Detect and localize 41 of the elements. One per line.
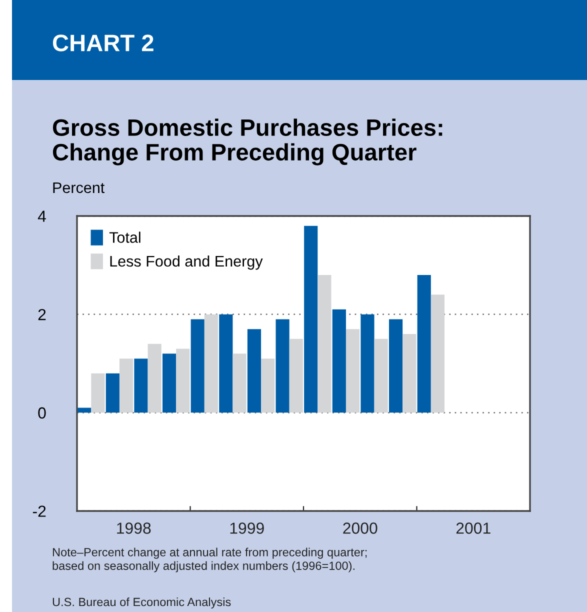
bar: [176, 348, 190, 413]
bar: [360, 314, 374, 413]
bar: [91, 373, 105, 413]
bar: [304, 226, 318, 413]
bar: [119, 358, 134, 413]
bar: [106, 373, 120, 413]
text: U.S. Bureau of Economic Analysis: [52, 597, 231, 609]
caption: CHART 2: [52, 34, 154, 52]
bar: [289, 338, 303, 413]
bar: [430, 294, 444, 413]
bar: [417, 275, 431, 413]
y-tick-label: 2: [38, 308, 46, 320]
x-tick-label: 1998: [117, 522, 151, 534]
bar: [247, 329, 262, 413]
bar: [276, 319, 290, 413]
y-axis-title: Percent: [53, 182, 105, 194]
x-tick-label: 1999: [230, 522, 264, 534]
bar: [389, 319, 403, 413]
bar: [134, 358, 148, 413]
bar: [318, 275, 332, 413]
legend-label: Total: [109, 232, 140, 243]
text: Note–Percent change at annual rate from preceding quarter; based on seasonally adjusted index numbers (1996=100).: [52, 548, 367, 572]
bar: [162, 354, 176, 413]
y-tick-label: -2: [32, 506, 46, 517]
bar: [332, 309, 346, 413]
bar: [148, 344, 162, 413]
x-tick-label: 2000: [343, 522, 378, 534]
bar: [204, 314, 218, 413]
bar: [219, 314, 233, 413]
bar: [261, 358, 275, 413]
bar: [402, 334, 416, 413]
bar: [232, 354, 246, 413]
y-tick-label: 4: [38, 210, 46, 222]
y-tick-label: 0: [38, 407, 46, 419]
x-tick-label: 2001: [456, 522, 490, 534]
bar: [346, 329, 360, 413]
bar: [190, 319, 204, 413]
bar: [374, 338, 388, 413]
legend-label: Less Food and Energy: [110, 255, 263, 270]
bar: [78, 408, 92, 413]
chart-title: Gross Domestic Purchases Prices: Change From Preceding Quarter: [52, 118, 442, 166]
